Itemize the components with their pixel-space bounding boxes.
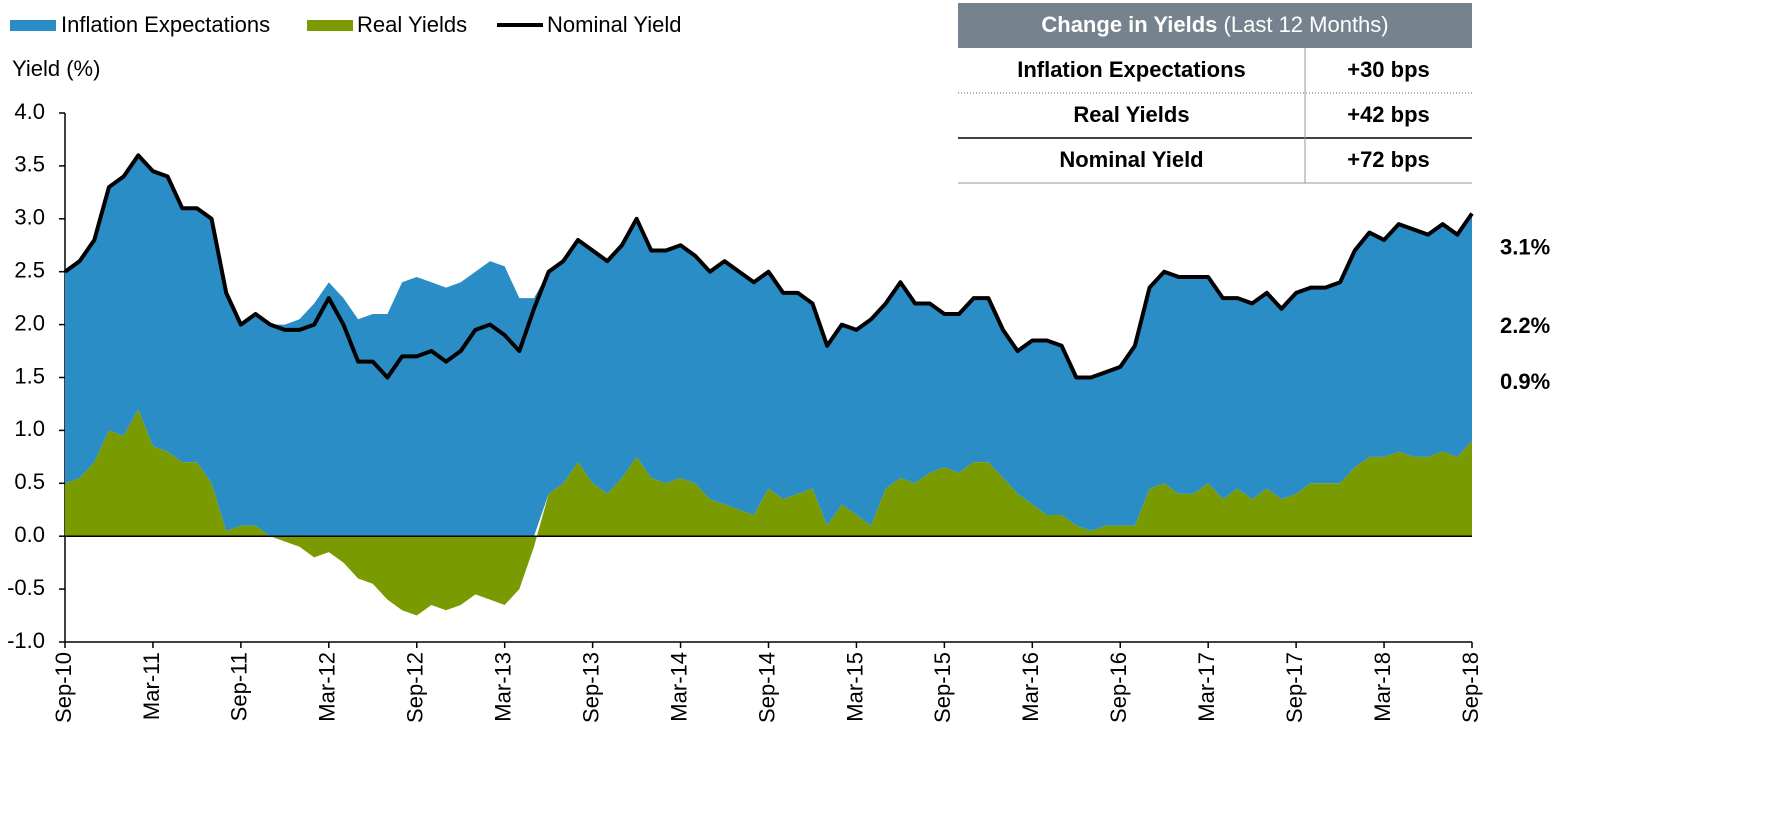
y-axis-label: Yield (%) (12, 56, 100, 81)
y-tick-label: 3.0 (14, 205, 45, 230)
x-tick-label: Sep-18 (1458, 652, 1483, 723)
y-tick-label: 4.0 (14, 99, 45, 124)
table-cell: +42 bps (1347, 102, 1430, 127)
table-header (958, 3, 1472, 48)
table-title: Change in Yields (Last 12 Months) (1041, 12, 1388, 37)
y-tick-label: 1.0 (14, 416, 45, 441)
real-yields-area (65, 409, 1472, 616)
x-tick-label: Mar-16 (1018, 652, 1043, 722)
x-tick-label: Sep-15 (930, 652, 955, 723)
x-tick-label: Sep-16 (1106, 652, 1131, 723)
table-cell: Inflation Expectations (1017, 57, 1246, 82)
y-tick-label: 1.5 (14, 363, 45, 388)
table-cell: +72 bps (1347, 147, 1430, 172)
table-cell: +30 bps (1347, 57, 1430, 82)
table-subtitle: (Last 12 Months) (1224, 12, 1389, 37)
legend-swatch (307, 20, 353, 31)
end-label: 3.1% (1500, 234, 1550, 259)
end-label: 0.9% (1500, 369, 1550, 394)
table-title-bold: Change in Yields (1041, 12, 1217, 37)
y-tick-label: -1.0 (7, 628, 45, 653)
y-tick-label: 0.5 (14, 469, 45, 494)
nominal-line (63, 153, 1474, 380)
x-tick-label: Mar-11 (139, 652, 164, 720)
x-tick-label: Mar-18 (1370, 652, 1395, 722)
y-tick-label: 2.5 (14, 258, 45, 283)
end-label: 2.2% (1500, 313, 1550, 338)
x-tick-label: Sep-17 (1282, 652, 1307, 723)
table-cell: Nominal Yield (1059, 147, 1203, 172)
x-tick-label: Sep-12 (403, 652, 428, 723)
y-tick-label: 2.0 (14, 310, 45, 335)
x-tick-label: Mar-15 (842, 652, 867, 722)
x-tick-label: Sep-14 (754, 652, 779, 723)
x-tick-label: Mar-12 (315, 652, 340, 722)
inflation-area (65, 155, 1472, 537)
y-tick-label: 3.5 (14, 152, 45, 177)
x-tick-label: Sep-10 (51, 652, 76, 723)
y-tick-label: -0.5 (7, 575, 45, 600)
legend-label: Real Yields (357, 12, 467, 37)
legend-label: Nominal Yield (547, 12, 682, 37)
table-cell: Real Yields (1073, 102, 1189, 127)
x-tick-label: Mar-14 (666, 652, 691, 722)
y-tick-label: 0.0 (14, 522, 45, 547)
legend-swatch (10, 20, 56, 31)
x-tick-label: Mar-17 (1194, 652, 1219, 722)
x-tick-label: Sep-13 (578, 652, 603, 723)
legend-label: Inflation Expectations (61, 12, 270, 37)
x-tick-label: Mar-13 (491, 652, 516, 722)
x-tick-label: Sep-11 (227, 652, 252, 721)
